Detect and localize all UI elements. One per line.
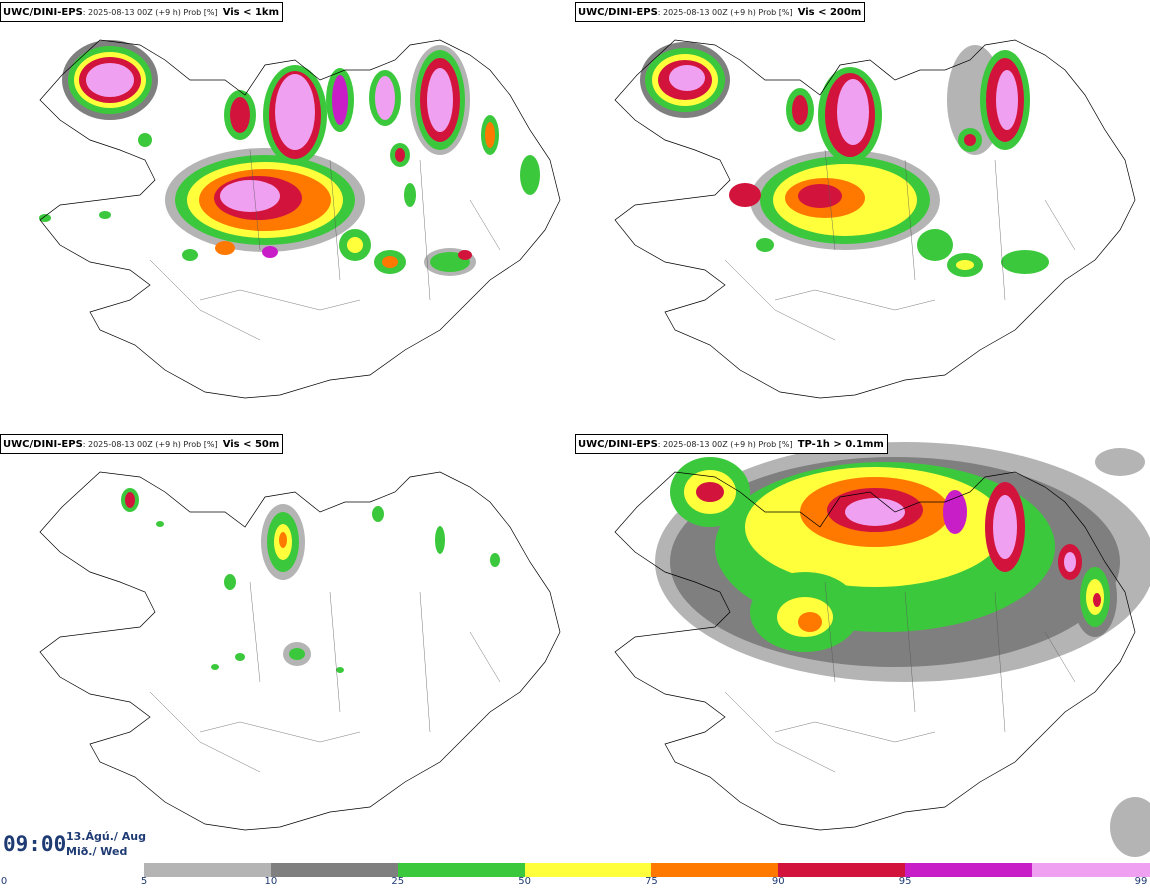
colorbar-bin-5-10 — [144, 863, 271, 877]
colorbar-bin-50-75 — [524, 863, 652, 877]
colorbar-tick-label: 10 — [264, 876, 278, 887]
colorbar-bin-10-25 — [270, 863, 398, 877]
colorbar-bin-90-95 — [778, 863, 906, 877]
panel-variable: TP-1h > 0.1mm — [797, 439, 884, 450]
probability-field — [39, 40, 540, 276]
panel-model: UWC/DINI-EPS — [578, 439, 658, 450]
iceland-coastline — [39, 39, 561, 399]
panel-model: UWC/DINI-EPS — [578, 7, 658, 18]
colorbar-bin-99-100 — [1032, 863, 1150, 877]
colorbar-tick-label: 0 — [0, 876, 8, 887]
panel-title: UWC/DINI-EPS: 2025-08-13 00Z (+9 h) Prob… — [575, 2, 866, 22]
probability-field — [655, 442, 1150, 857]
map-panel-precip: UWC/DINI-EPS: 2025-08-13 00Z (+9 h) Prob… — [575, 432, 1150, 864]
map-vis-1km — [39, 39, 561, 399]
colorbar-tick-label: 95 — [898, 876, 912, 887]
colorbar-tick-label: 99 — [1134, 876, 1148, 887]
panel-run-info: : 2025-08-13 00Z (+9 h) Prob [%] — [82, 440, 218, 449]
colorbar-tick-label: 5 — [140, 876, 148, 887]
colorbar-bin-95-99 — [905, 863, 1033, 877]
panel-title: UWC/DINI-EPS: 2025-08-13 00Z (+9 h) Prob… — [575, 434, 888, 454]
map-panel-vis-1km: UWC/DINI-EPS: 2025-08-13 00Z (+9 h) Prob… — [0, 0, 575, 432]
panel-variable: Vis < 50m — [222, 439, 280, 450]
panel-run-info: : 2025-08-13 00Z (+9 h) Prob [%] — [82, 8, 218, 17]
panel-title: UWC/DINI-EPS: 2025-08-13 00Z (+9 h) Prob… — [0, 2, 284, 22]
panel-run-info: : 2025-08-13 00Z (+9 h) Prob [%] — [657, 8, 793, 17]
valid-time-box: 09:00 13.Ágú./ Aug Mið./ Wed — [0, 824, 146, 868]
country-lines — [149, 581, 501, 773]
panel-variable: Vis < 200m — [797, 7, 862, 18]
probability-field — [640, 42, 1049, 277]
probability-field — [121, 488, 500, 673]
colorbar-bin-75-90 — [651, 863, 779, 877]
valid-date: 13.Ágú./ Aug — [66, 830, 146, 843]
iceland-coastline — [39, 471, 561, 831]
map-panel-vis-200m: UWC/DINI-EPS: 2025-08-13 00Z (+9 h) Prob… — [575, 0, 1150, 432]
colorbar-bin-25-50 — [397, 863, 525, 877]
map-vis-200m — [614, 39, 1136, 399]
panel-model: UWC/DINI-EPS — [3, 7, 83, 18]
panel-model: UWC/DINI-EPS — [3, 439, 83, 450]
map-vis-50m — [39, 471, 561, 831]
valid-weekday: Mið./ Wed — [66, 845, 128, 858]
colorbar-tick-label: 75 — [645, 876, 658, 887]
country-lines — [724, 581, 1076, 773]
probability-colorbar — [144, 863, 1150, 877]
country-lines — [149, 149, 501, 341]
iceland-coastline — [614, 39, 1136, 399]
map-precip — [614, 442, 1150, 857]
colorbar-tick-label: 25 — [391, 876, 405, 887]
panel-variable: Vis < 1km — [222, 7, 280, 18]
iceland-coastline — [614, 471, 1136, 831]
colorbar-tick-label: 90 — [771, 876, 785, 887]
colorbar-tick-label: 50 — [518, 876, 531, 887]
panel-run-info: : 2025-08-13 00Z (+9 h) Prob [%] — [657, 440, 793, 449]
country-lines — [724, 149, 1076, 341]
panel-title: UWC/DINI-EPS: 2025-08-13 00Z (+9 h) Prob… — [0, 434, 284, 454]
map-panel-vis-50m: UWC/DINI-EPS: 2025-08-13 00Z (+9 h) Prob… — [0, 432, 575, 864]
valid-time: 09:00 — [3, 832, 67, 856]
